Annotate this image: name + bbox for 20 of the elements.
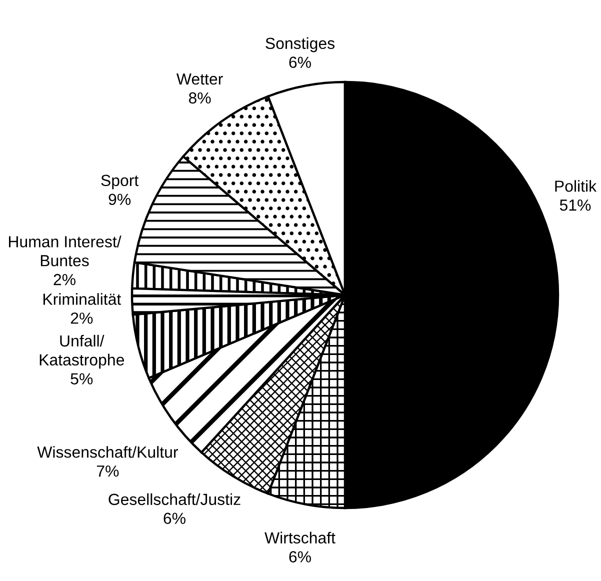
slice-label: Politik bbox=[555, 180, 597, 192]
slice-label: Sport bbox=[101, 174, 139, 190]
data-label: 2% bbox=[54, 274, 76, 286]
data-label: 7% bbox=[96, 466, 119, 477]
slice-label: Sonstiges bbox=[266, 37, 334, 52]
slice-label: Wirtschaft bbox=[264, 532, 336, 544]
slice-label: Wissenschaft/Kultur bbox=[37, 446, 178, 458]
data-label: 9% bbox=[108, 194, 131, 206]
slice-label: Wetter bbox=[176, 74, 223, 85]
data-label: 2% bbox=[70, 312, 93, 324]
slice-label: Gesellschaft/Justiz bbox=[108, 493, 240, 506]
data-label: 51% bbox=[560, 200, 591, 211]
data-label: 6% bbox=[164, 512, 186, 524]
slice-label: Kriminalität bbox=[43, 293, 122, 305]
data-label: 5% bbox=[70, 373, 93, 384]
slice-label: Human Interest/ Buntes bbox=[9, 236, 122, 266]
slice-label: Unfall/ Katastrophe bbox=[40, 334, 124, 369]
data-label: 8% bbox=[188, 92, 211, 104]
data-label: 6% bbox=[289, 551, 311, 562]
data-label: 6% bbox=[289, 56, 311, 68]
